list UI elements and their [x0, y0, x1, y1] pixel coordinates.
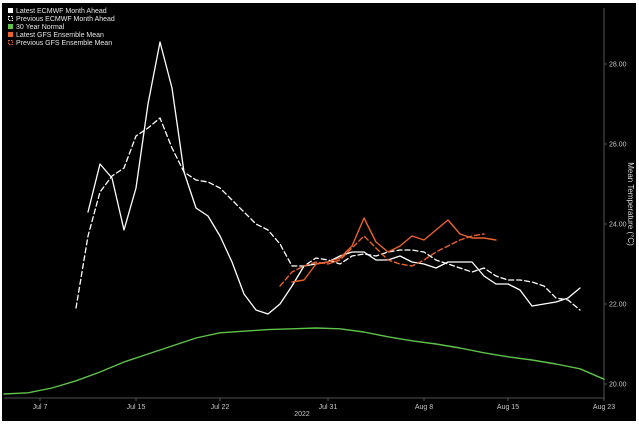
x-axis-year-label: 2022: [294, 411, 310, 418]
x-tick-label: Jul 31: [319, 404, 338, 411]
series-line-latest-ecmwf-month-ahead: [87, 41, 581, 315]
x-tick-label: Jul 22: [211, 404, 230, 411]
y-tick-label: 24.00: [609, 222, 627, 229]
legend-swatch: [8, 32, 13, 37]
series-line-30-year-normal: [3, 327, 605, 395]
y-tick-label: 22.00: [609, 302, 627, 309]
legend-swatch: [8, 24, 13, 29]
legend-swatch: [8, 8, 13, 13]
x-tick-label: Jul 15: [127, 404, 146, 411]
chart-background: [2, 3, 636, 421]
legend-label: Previous ECMWF Month Ahead: [16, 16, 115, 23]
series-layer: [3, 41, 605, 395]
y-tick-label: 20.00: [609, 382, 627, 389]
legend-label: Latest ECMWF Month Ahead: [16, 8, 107, 15]
legend-item-latest-ecmwf-month-ahead: Latest ECMWF Month Ahead: [8, 8, 107, 15]
x-tick-label: Aug 23: [593, 404, 615, 411]
legend-item-latest-gfs-ensemble-mean: Latest GFS Ensemble Mean: [8, 32, 104, 39]
y-axis-ticks: 20.00 22.00 24.00 26.00 28.00: [604, 62, 627, 389]
x-tick-label: Aug 8: [415, 404, 433, 411]
legend-label: Previous GFS Ensemble Mean: [16, 40, 112, 47]
x-tick-label: Aug 15: [497, 404, 519, 411]
series-line-latest-gfs-ensemble-mean: [291, 217, 497, 283]
legend-swatch: [8, 40, 13, 45]
legend-item-30-year-normal: 30 Year Normal: [8, 24, 65, 31]
legend-label: Latest GFS Ensemble Mean: [16, 32, 104, 39]
legend-swatch: [8, 16, 13, 21]
y-axis-title: Mean Temperature (°C): [626, 162, 635, 246]
legend-item-previous-gfs-ensemble-mean: Previous GFS Ensemble Mean: [8, 40, 112, 47]
series-line-previous-gfs-ensemble-mean: [279, 233, 485, 287]
y-tick-label: 26.00: [609, 142, 627, 149]
legend-label: 30 Year Normal: [16, 24, 65, 31]
x-axis-ticks: Jul 7 Jul 15 Jul 22 Jul 31 Aug 8 Aug 15 Aug 23: [33, 398, 615, 411]
y-tick-label: 28.00: [609, 62, 627, 69]
legend-item-previous-ecmwf-month-ahead: Previous ECMWF Month Ahead: [8, 16, 115, 23]
x-tick-label: Jul 7: [33, 404, 48, 411]
series-line-previous-ecmwf-month-ahead: [75, 117, 581, 311]
